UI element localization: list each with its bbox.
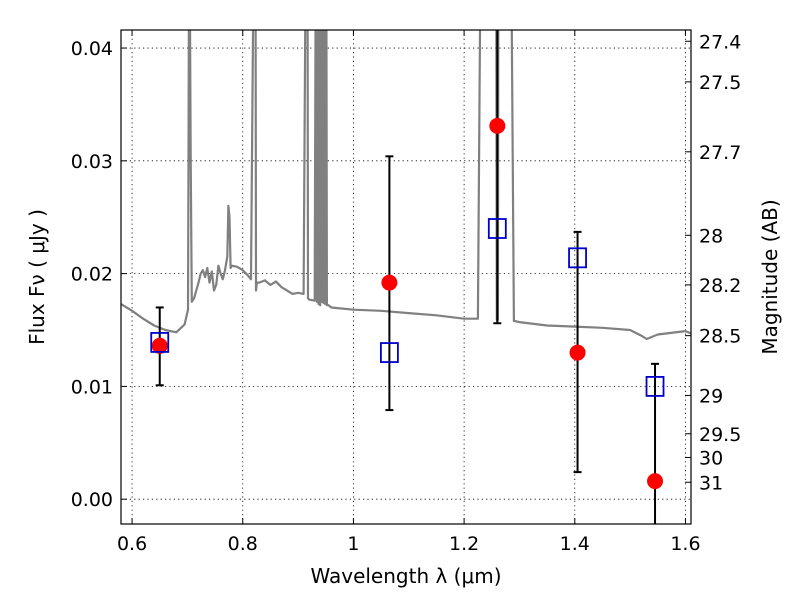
model-square-marker [379,342,399,363]
y-tick-label: 0.04 [71,38,113,60]
y-tick-label: 0.00 [71,489,113,511]
x-tick-label: 0.6 [117,533,147,555]
observed-point [489,117,506,134]
right-tick-label: 27.5 [699,72,741,94]
observed-point [381,274,398,291]
model-square-marker [645,376,665,397]
right-tick-label: 30 [699,447,723,469]
right-axis-ticks: 27.4 27.5 27.7 28 28.2 28.5 29 29.530 31 [685,31,741,494]
right-tick-label: 29.5 [699,424,741,446]
x-axis-ticks: 0.6 0.8 1 1.2 1.4 1.6 [117,30,701,555]
y-axis-ticks: 0.00 0.01 0.02 0.03 0.04 [71,38,127,511]
plot-background [121,30,691,524]
model-spectrum-line [121,30,691,341]
x-axis-label: Wavelength λ (μm) [310,564,501,588]
y-tick-label: 0.03 [71,151,113,173]
y-tick-label: 0.01 [71,376,113,398]
errorbar-layer [155,30,660,524]
observed-point [647,473,664,490]
x-tick-label: 1.2 [449,533,479,555]
x-tick-label: 1.6 [670,533,700,555]
x-tick-label: 1.4 [560,533,590,555]
x-tick-label: 0.8 [228,533,258,555]
right-tick-label: 28.2 [699,275,741,297]
spectrum-layer [121,30,691,341]
y-axis-label: Flux Fν ( μJy ) [25,209,49,345]
right-tick-label: 28 [699,225,723,247]
right-tick-label: 31 [699,472,723,494]
model-square-marker [568,247,587,269]
right-tick-label: 27.7 [699,142,741,164]
right-tick-label: 28.5 [699,326,741,348]
grid [121,30,691,524]
observed-point [151,337,168,354]
y-tick-label: 0.02 [71,264,113,286]
right-axis-label: Magnitude (AB) [758,199,782,354]
observed-point [569,344,586,361]
plot-frame [120,29,692,525]
x-tick-label: 1 [347,533,359,555]
model-square-marker [150,332,170,353]
right-tick-label: 27.4 [699,31,741,53]
right-tick-label: 29 [699,385,723,407]
marker-layer [150,117,665,490]
model-square-marker [487,218,507,239]
